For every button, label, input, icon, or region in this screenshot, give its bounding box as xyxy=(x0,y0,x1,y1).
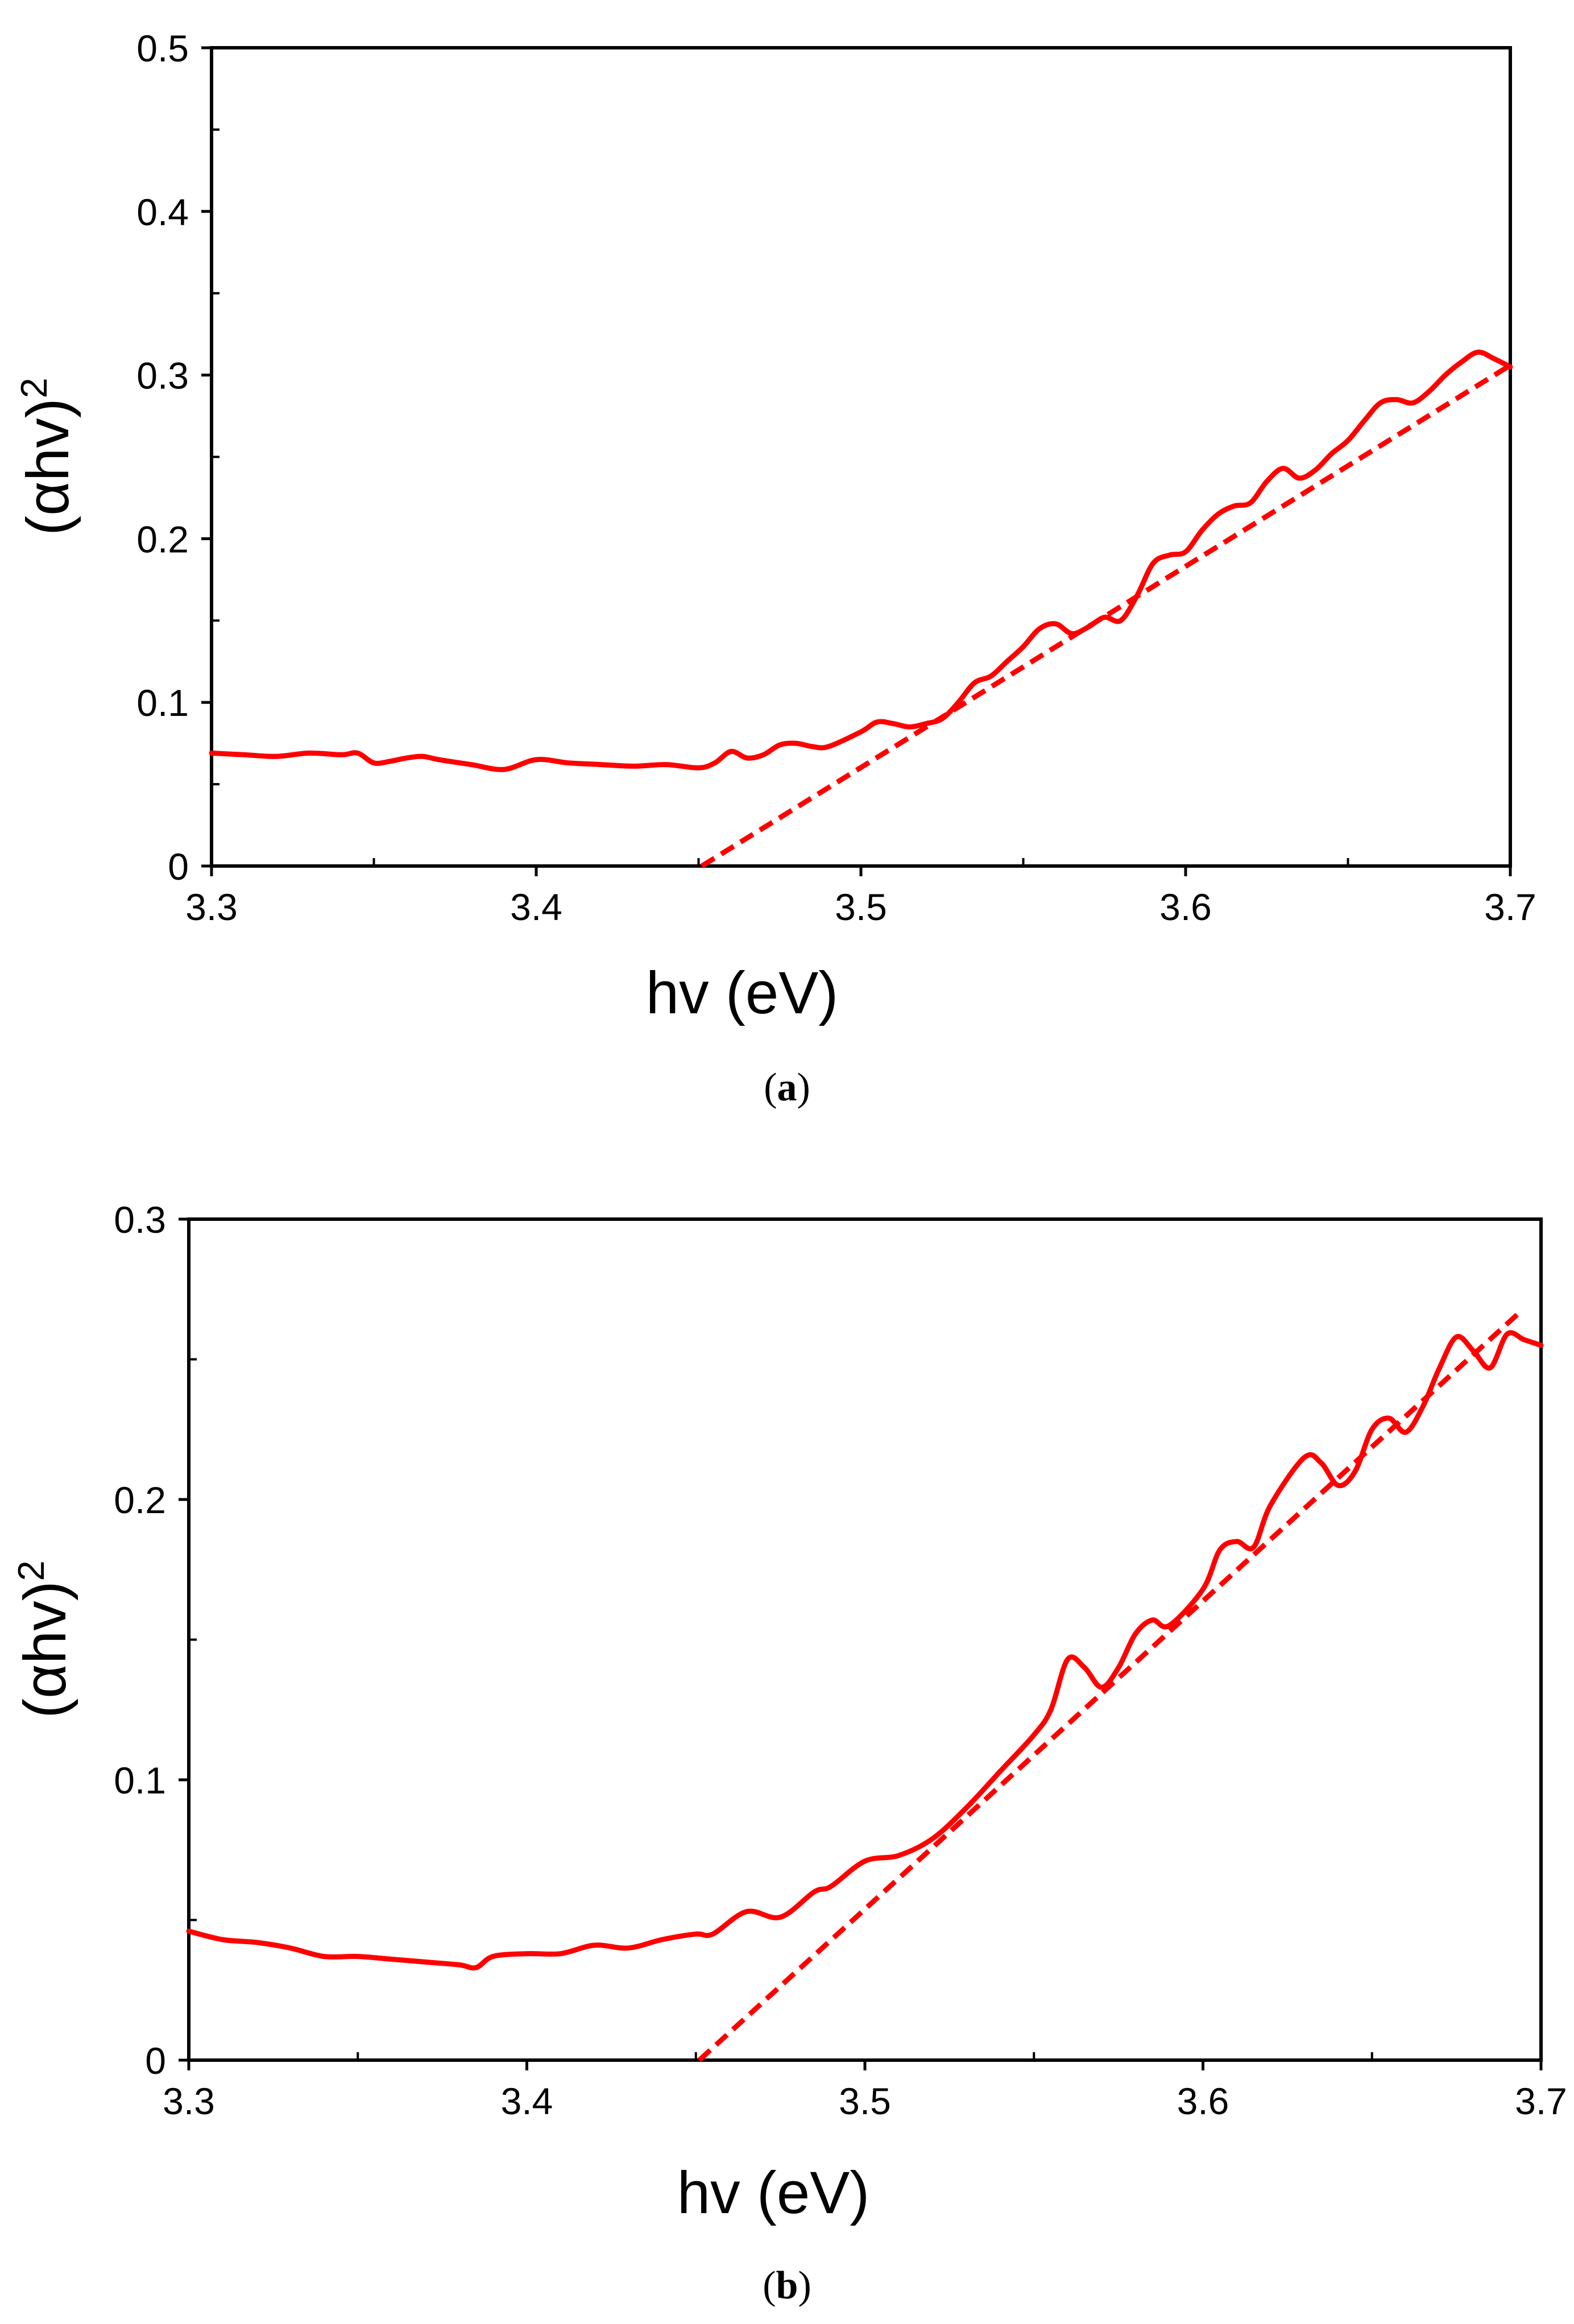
y-axis-label-a-main: (αhv) xyxy=(15,398,81,536)
x-tick-label-b-4: 3.7 xyxy=(1515,2080,1567,2122)
y-tick-label-b-0: 0 xyxy=(145,2040,166,2082)
y-tick-label-a-0: 0 xyxy=(168,846,189,888)
x-axis-label-b: hv (eV) xyxy=(677,2160,869,2226)
series-group-b xyxy=(186,1312,1544,2062)
x-tick-label-b-2: 3.5 xyxy=(839,2080,891,2122)
x-tick-label-a-4: 3.7 xyxy=(1484,886,1536,928)
panel-caption-b: (b) xyxy=(763,2264,811,2308)
x-axis-label-a: hv (eV) xyxy=(646,960,838,1026)
data-line-a xyxy=(209,349,1513,772)
y-tick-label-b-3: 0.3 xyxy=(114,1199,166,1241)
plot-area-a xyxy=(210,46,1512,868)
panel-caption-b-letter: b xyxy=(776,2264,798,2308)
x-tick-label-b-3: 3.6 xyxy=(1177,2080,1229,2122)
y-tick-label-a-2: 0.2 xyxy=(136,518,189,560)
y-tick-label-b-2: 0.2 xyxy=(114,1479,166,1521)
y-tick-label-a-1: 0.1 xyxy=(136,682,189,724)
axis-ticks-a: 3.3 3.4 3.5 3.6 3.7 0 0.1 0.2 0.3 0.4 0.5 xyxy=(136,27,1536,928)
axis-ticks-b: 3.3 3.4 3.5 3.6 3.7 0 0.1 0.2 0.3 xyxy=(114,1199,1567,2122)
x-tick-label-a-1: 3.4 xyxy=(510,886,562,928)
y-tick-label-a-3: 0.3 xyxy=(136,355,189,397)
y-tick-label-b-1: 0.1 xyxy=(114,1759,166,1801)
chart-panel-a: 3.3 3.4 3.5 3.6 3.700.10.20.30.40.5 hv (eV) … xyxy=(13,27,1536,1109)
fit-line-b xyxy=(697,1312,1519,2062)
y-tick-label-a-5: 0.5 xyxy=(136,27,189,69)
panel-caption-a: (a) xyxy=(764,1066,810,1109)
y-tick-label-a-4: 0.4 xyxy=(136,191,189,233)
x-tick-label-b-0: 3.3 xyxy=(163,2080,215,2122)
data-line-b xyxy=(186,1330,1544,1971)
x-tick-label-a-3: 3.6 xyxy=(1159,886,1212,928)
y-axis-label-b: (αhv)2 xyxy=(10,1560,78,1718)
y-axis-label-a-sup: 2 xyxy=(13,378,55,398)
panel-caption-a-letter: a xyxy=(777,1066,797,1109)
x-tick-label-a-0: 3.3 xyxy=(185,886,238,928)
y-axis-label-a: (αhv)2 xyxy=(13,378,81,536)
chart-panel-b: 3.3 3.4 3.5 3.6 3.7 0 0.1 0.2 0.3 hv (eV) (αhv)2… xyxy=(10,1199,1567,2308)
y-axis-label-b-sup: 2 xyxy=(10,1560,52,1581)
x-tick-label-b-1: 3.4 xyxy=(501,2080,553,2122)
series-group-a xyxy=(209,349,1513,868)
plot-area-b xyxy=(187,1217,1543,2062)
y-axis-label-b-main: (αhv) xyxy=(12,1581,78,1718)
x-tick-label-a-2: 3.5 xyxy=(835,886,887,928)
